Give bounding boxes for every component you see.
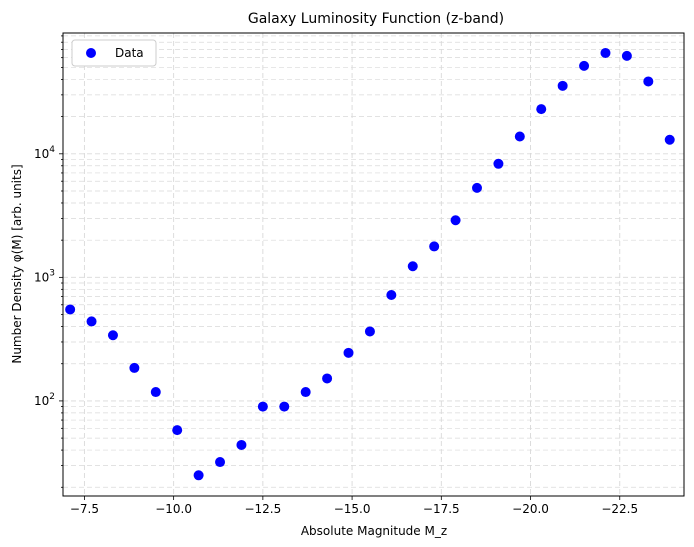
x-tick-label: −10.0 <box>155 502 192 516</box>
y-tick-label: 103 <box>34 268 55 284</box>
data-point <box>279 401 290 412</box>
data-point <box>86 316 97 327</box>
legend: Data <box>71 39 157 67</box>
x-tick-label: −22.5 <box>601 502 638 516</box>
y-tick-label: 102 <box>34 392 55 408</box>
data-point <box>257 401 268 412</box>
x-tick-label: −20.0 <box>512 502 549 516</box>
y-axis-label: Number Density φ(M) [arb. units] <box>10 164 24 363</box>
data-points <box>65 47 675 481</box>
data-point <box>215 457 226 468</box>
data-point <box>429 241 440 252</box>
data-point <box>364 326 375 337</box>
data-point <box>664 134 675 145</box>
data-point <box>600 47 611 58</box>
data-point <box>643 76 654 87</box>
legend-box <box>71 39 157 67</box>
data-point <box>557 80 568 91</box>
data-point <box>193 470 204 481</box>
plot-frame <box>62 32 685 497</box>
grid-layer <box>63 33 684 496</box>
data-point <box>472 182 482 193</box>
x-tick-label: −12.5 <box>244 502 281 516</box>
ticks-layer: −7.5 −10.0 −12.5 −15.0 −17.5 −20.0 −22.5 102 103… <box>34 35 638 516</box>
data-point <box>386 289 397 300</box>
x-tick-label: −7.5 <box>70 502 99 516</box>
data-point <box>65 304 76 315</box>
x-tick-label: −15.0 <box>334 502 371 516</box>
legend-label: Data <box>115 46 144 60</box>
data-point <box>407 261 418 272</box>
data-point <box>107 330 118 341</box>
data-point <box>322 373 333 384</box>
data-point <box>579 60 590 71</box>
x-axis-label: Absolute Magnitude M_z <box>301 524 447 538</box>
data-point <box>150 387 161 398</box>
legend-marker <box>86 48 96 58</box>
y-tick-label: 104 <box>34 145 55 161</box>
data-point <box>621 50 632 61</box>
data-point <box>514 131 525 142</box>
data-point <box>493 158 504 169</box>
data-point <box>536 104 547 115</box>
data-point <box>172 425 183 436</box>
data-point <box>300 387 311 398</box>
data-point <box>343 347 354 358</box>
data-point <box>236 439 247 450</box>
data-point <box>450 215 461 226</box>
chart-title: Galaxy Luminosity Function (z-band) <box>248 11 504 27</box>
data-point <box>129 362 140 373</box>
x-tick-label: −17.5 <box>423 502 460 516</box>
